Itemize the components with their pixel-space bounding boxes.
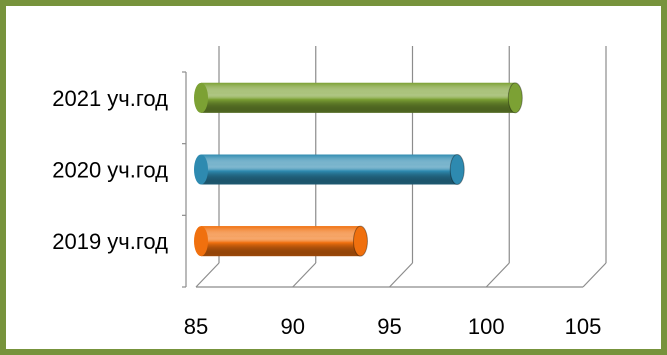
grid-floor-line — [389, 262, 413, 288]
bar-3 — [194, 82, 523, 114]
bar-shading — [201, 82, 516, 113]
grid-floor-line — [292, 262, 317, 288]
grid-floor-line — [485, 262, 510, 288]
bar-end-cap — [352, 225, 368, 257]
category-label: 2019 уч.год — [52, 229, 168, 254]
bar-series — [194, 82, 523, 257]
x-tick-label: 105 — [565, 314, 602, 339]
value-axis: 85 90 95 100 105 — [182, 71, 602, 339]
bar-2 — [194, 154, 465, 185]
x-tick-label: 90 — [281, 314, 305, 339]
category-label: 2021 уч.год — [52, 86, 168, 111]
bar-start-cap — [194, 154, 208, 185]
x-tick-label: 100 — [468, 314, 505, 339]
category-label: 2020 уч.год — [52, 158, 168, 183]
bar-end-cap — [507, 82, 523, 114]
category-labels: 2019 уч.год 2020 уч.год 2021 уч.год — [52, 86, 168, 254]
bar-start-cap — [194, 82, 208, 113]
bar-1 — [194, 225, 368, 257]
bar-shading — [201, 226, 361, 257]
grid-floor-line — [582, 262, 607, 288]
grid-floor-line — [195, 262, 220, 288]
bar-shading — [201, 154, 458, 185]
bar-start-cap — [194, 226, 208, 257]
bar-end-cap — [449, 154, 465, 185]
x-tick-label: 95 — [377, 314, 401, 339]
x-tick-label: 85 — [184, 314, 208, 339]
